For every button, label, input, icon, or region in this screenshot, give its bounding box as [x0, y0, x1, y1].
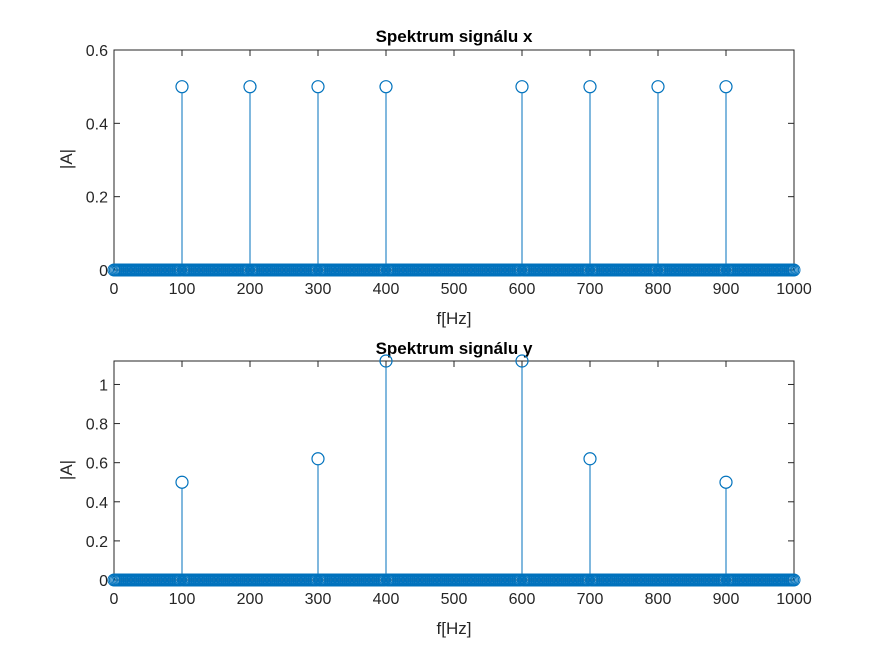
stem-marker: [583, 80, 597, 94]
y-axis-label: |A|: [57, 149, 76, 169]
y-tick-label: 0.4: [86, 116, 108, 133]
subplot-x: Spektrum signálu x |A| f[Hz] 0 100 200 300 4…: [57, 27, 812, 328]
stem-marker: [175, 80, 189, 94]
x-tick-label: 1000: [776, 591, 812, 608]
y-tick-label: 0.4: [86, 495, 108, 512]
x-tick-label: 0: [110, 591, 119, 608]
stem-marker: [243, 80, 257, 94]
baseline-markers: [107, 263, 801, 277]
stem-marker: [379, 354, 393, 368]
x-tick-label: 200: [237, 281, 264, 298]
stem-marker: [515, 354, 529, 368]
y-tick-label: 0: [99, 263, 108, 280]
baseline-marker: [787, 263, 801, 277]
x-tick-label: 200: [237, 591, 264, 608]
x-tick-label: 500: [441, 281, 468, 298]
stem-marker: [719, 80, 733, 94]
stem-marker: [175, 475, 189, 489]
x-tick-label: 900: [713, 281, 740, 298]
y-tick-label: 0.2: [86, 534, 108, 551]
y-tick-label: 0.6: [86, 456, 108, 473]
baseline-marker: [787, 573, 801, 587]
y-axis-label: |A|: [57, 460, 76, 480]
x-tick-label: 300: [305, 591, 332, 608]
x-tick-label: 100: [169, 591, 196, 608]
stem-marker: [311, 80, 325, 94]
x-tick-label: 700: [577, 591, 604, 608]
x-tick-label: 300: [305, 281, 332, 298]
x-tick-label: 100: [169, 281, 196, 298]
x-tick-label: 700: [577, 281, 604, 298]
x-tick-label: 0: [110, 281, 119, 298]
stem-marker: [379, 80, 393, 94]
stem-marker: [719, 475, 733, 489]
y-tick-label: 1: [99, 377, 108, 394]
x-tick-label: 400: [373, 591, 400, 608]
stem-marker: [515, 80, 529, 94]
chart-title: Spektrum signálu y: [376, 339, 533, 358]
x-tick-label: 600: [509, 591, 536, 608]
subplot-y: Spektrum signálu y |A| f[Hz] 0 100 200 300 4…: [57, 339, 812, 638]
y-tick-label: 0: [99, 573, 108, 590]
x-tick-label: 800: [645, 281, 672, 298]
y-tick-label: 0.6: [86, 43, 108, 60]
x-tick-label: 800: [645, 591, 672, 608]
x-tick-label: 900: [713, 591, 740, 608]
plot-area: [113, 49, 795, 271]
x-tick-label: 600: [509, 281, 536, 298]
stem-marker: [311, 452, 325, 466]
chart-title: Spektrum signálu x: [376, 27, 533, 46]
plot-area: [113, 360, 795, 581]
y-tick-label: 0.2: [86, 190, 108, 207]
x-tick-label: 400: [373, 281, 400, 298]
x-tick-label: 500: [441, 591, 468, 608]
x-tick-label: 1000: [776, 281, 812, 298]
baseline-markers: [107, 573, 801, 587]
stem-marker: [583, 452, 597, 466]
stem-marker: [651, 80, 665, 94]
x-axis-label: f[Hz]: [437, 309, 472, 328]
x-axis-label: f[Hz]: [437, 619, 472, 638]
y-tick-label: 0.8: [86, 417, 108, 434]
